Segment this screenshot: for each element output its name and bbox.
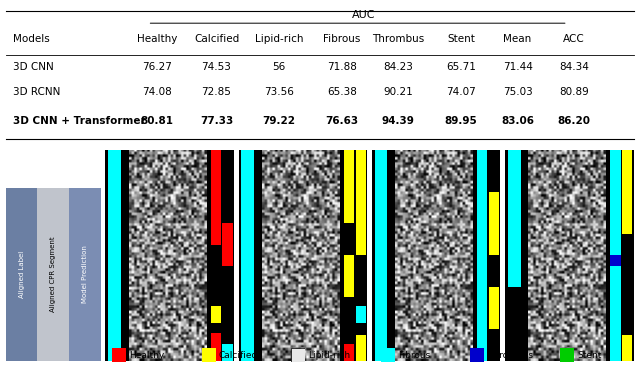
Text: 79.22: 79.22 <box>263 116 296 126</box>
Bar <box>622 149 632 234</box>
Text: Model Prediction: Model Prediction <box>82 245 88 303</box>
Text: 94.39: 94.39 <box>382 116 415 126</box>
Text: ACC: ACC <box>563 34 585 44</box>
Text: 83.06: 83.06 <box>501 116 534 126</box>
Text: 77.33: 77.33 <box>200 116 233 126</box>
Text: Calcified: Calcified <box>194 34 239 44</box>
Bar <box>344 344 354 361</box>
Bar <box>344 255 354 297</box>
Text: 3D RCNN: 3D RCNN <box>13 87 60 97</box>
Text: Lipid-rich: Lipid-rich <box>255 34 303 44</box>
Text: 75.03: 75.03 <box>502 87 532 97</box>
Text: 76.63: 76.63 <box>325 116 358 126</box>
Text: Thrombus: Thrombus <box>372 34 424 44</box>
Text: 65.38: 65.38 <box>327 87 357 97</box>
Bar <box>211 333 221 361</box>
Text: Aligned Label: Aligned Label <box>19 251 25 298</box>
Text: 80.89: 80.89 <box>559 87 589 97</box>
Text: 56: 56 <box>273 62 286 72</box>
Text: 89.95: 89.95 <box>445 116 477 126</box>
Bar <box>489 287 499 329</box>
Text: 71.88: 71.88 <box>327 62 357 72</box>
Bar <box>611 255 621 266</box>
Bar <box>356 335 366 361</box>
Text: 74.53: 74.53 <box>202 62 232 72</box>
Text: Fibrous: Fibrous <box>398 351 430 360</box>
Bar <box>508 149 520 287</box>
Text: 3D CNN: 3D CNN <box>13 62 53 72</box>
Bar <box>241 149 254 361</box>
Text: 71.44: 71.44 <box>502 62 532 72</box>
Text: Stent: Stent <box>447 34 475 44</box>
Text: 86.20: 86.20 <box>557 116 591 126</box>
Text: 72.85: 72.85 <box>202 87 232 97</box>
Text: Lipid-rich: Lipid-rich <box>308 351 351 360</box>
Bar <box>211 149 221 245</box>
Text: 74.07: 74.07 <box>446 87 476 97</box>
Text: 90.21: 90.21 <box>383 87 413 97</box>
Bar <box>374 149 387 361</box>
Bar <box>344 149 354 223</box>
Text: 3D CNN + Transformer: 3D CNN + Transformer <box>13 116 145 126</box>
Bar <box>489 192 499 255</box>
Bar <box>211 306 221 323</box>
Text: 73.56: 73.56 <box>264 87 294 97</box>
Bar <box>611 149 621 361</box>
Text: Healthy: Healthy <box>137 34 177 44</box>
Bar <box>38 188 70 361</box>
Text: Models: Models <box>13 34 49 44</box>
Bar <box>622 335 632 361</box>
Text: 84.34: 84.34 <box>559 62 589 72</box>
Text: Calcified: Calcified <box>219 351 258 360</box>
Text: Mean: Mean <box>504 34 532 44</box>
Bar <box>6 188 38 361</box>
Bar <box>222 223 232 266</box>
Text: 76.27: 76.27 <box>142 62 172 72</box>
Bar <box>356 149 366 255</box>
Text: 74.08: 74.08 <box>142 87 172 97</box>
Text: 80.81: 80.81 <box>140 116 173 126</box>
Bar <box>108 149 121 361</box>
Bar <box>477 149 488 361</box>
Text: 65.71: 65.71 <box>446 62 476 72</box>
Text: AUC: AUC <box>352 10 376 20</box>
Bar <box>70 188 100 361</box>
Text: Aligned CPR Segment: Aligned CPR Segment <box>51 236 56 312</box>
Text: 84.23: 84.23 <box>383 62 413 72</box>
Text: Fibrous: Fibrous <box>323 34 360 44</box>
Text: Stent: Stent <box>577 351 602 360</box>
Text: Thrombus: Thrombus <box>488 351 532 360</box>
Bar <box>222 344 232 361</box>
Text: Healthy: Healthy <box>129 351 164 360</box>
Bar <box>356 306 366 323</box>
